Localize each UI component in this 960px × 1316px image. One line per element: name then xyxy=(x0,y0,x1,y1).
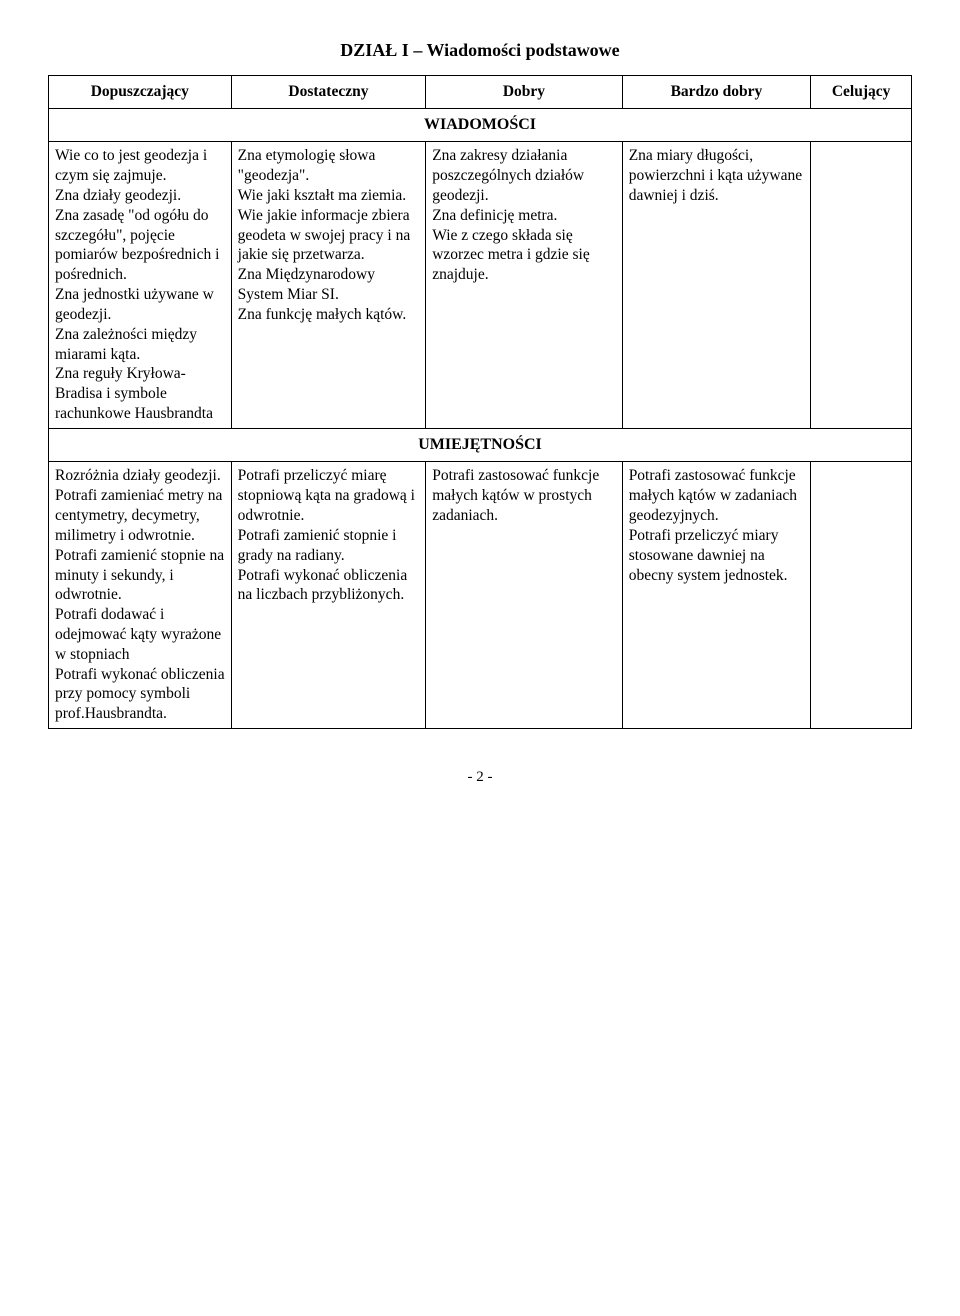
wiadomosci-c2: Zna etymologię słowa "geodezja".Wie jaki… xyxy=(231,142,426,429)
umiejetnosci-c1: Rozróżnia działy geodezji.Potrafi zamien… xyxy=(49,462,232,729)
umiejetnosci-content-row: Rozróżnia działy geodezji.Potrafi zamien… xyxy=(49,462,912,729)
section-umiejetnosci-label: UMIEJĘTNOŚCI xyxy=(49,428,912,461)
page-title: DZIAŁ I – Wiadomości podstawowe xyxy=(48,40,912,61)
wiadomosci-c4: Zna miary długości, powierzchni i kąta u… xyxy=(622,142,810,429)
wiadomosci-c1: Wie co to jest geodezja i czym się zajmu… xyxy=(49,142,232,429)
criteria-table: Dopuszczający Dostateczny Dobry Bardzo d… xyxy=(48,75,912,729)
header-dobry: Dobry xyxy=(426,76,622,109)
umiejetnosci-c3: Potrafi zastosować funkcje małych kątów … xyxy=(426,462,622,729)
header-bardzo-dobry: Bardzo dobry xyxy=(622,76,810,109)
umiejetnosci-c2: Potrafi przeliczyć miarę stopniową kąta … xyxy=(231,462,426,729)
wiadomosci-content-row: Wie co to jest geodezja i czym się zajmu… xyxy=(49,142,912,429)
wiadomosci-c5 xyxy=(811,142,912,429)
section-wiadomosci-row: WIADOMOŚCI xyxy=(49,108,912,141)
header-row: Dopuszczający Dostateczny Dobry Bardzo d… xyxy=(49,76,912,109)
header-dopuszczajacy: Dopuszczający xyxy=(49,76,232,109)
umiejetnosci-c4: Potrafi zastosować funkcje małych kątów … xyxy=(622,462,810,729)
header-dostateczny: Dostateczny xyxy=(231,76,426,109)
umiejetnosci-c5 xyxy=(811,462,912,729)
section-wiadomosci-label: WIADOMOŚCI xyxy=(49,108,912,141)
page-number: - 2 - xyxy=(48,769,912,786)
section-umiejetnosci-row: UMIEJĘTNOŚCI xyxy=(49,428,912,461)
header-celujacy: Celujący xyxy=(811,76,912,109)
wiadomosci-c3: Zna zakresy działania poszczególnych dzi… xyxy=(426,142,622,429)
